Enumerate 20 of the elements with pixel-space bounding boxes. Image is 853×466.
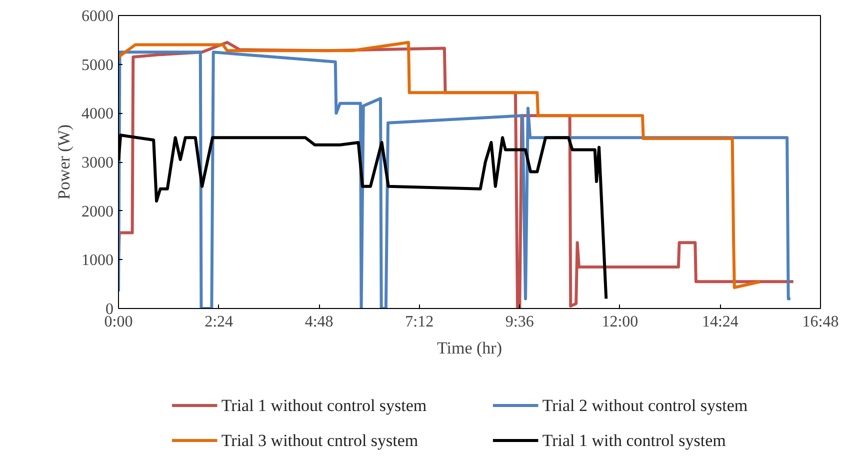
x-tick-label: 0:00 <box>104 314 133 330</box>
legend-label: Trial 1 without control system <box>221 396 427 415</box>
y-tick-label: 1000 <box>82 252 114 270</box>
x-tick-label: 2:24 <box>204 314 234 330</box>
x-tick-label: 14:24 <box>702 314 738 330</box>
y-tick-label: 5000 <box>82 56 114 74</box>
y-tick-label: 4000 <box>82 106 114 123</box>
y-axis-title: Power (W) <box>54 124 74 200</box>
x-tick-label: 12:00 <box>602 314 638 330</box>
x-tick-label: 16:48 <box>802 314 839 330</box>
y-tick-label: 6000 <box>82 8 114 25</box>
x-tick-label: 4:48 <box>304 314 334 330</box>
x-axis-title: Time (hr) <box>436 338 502 358</box>
y-tick-label: 2000 <box>82 203 114 220</box>
y-tick-label: 3000 <box>82 154 114 172</box>
legend-label: Trial 3 without cntrol system <box>221 431 418 450</box>
x-tick-label: 7:12 <box>405 314 434 330</box>
x-tick-label: 9:36 <box>505 314 534 330</box>
legend-label: Trial 1 with control system <box>542 431 726 450</box>
legend-label: Trial 2 without control system <box>542 396 748 415</box>
